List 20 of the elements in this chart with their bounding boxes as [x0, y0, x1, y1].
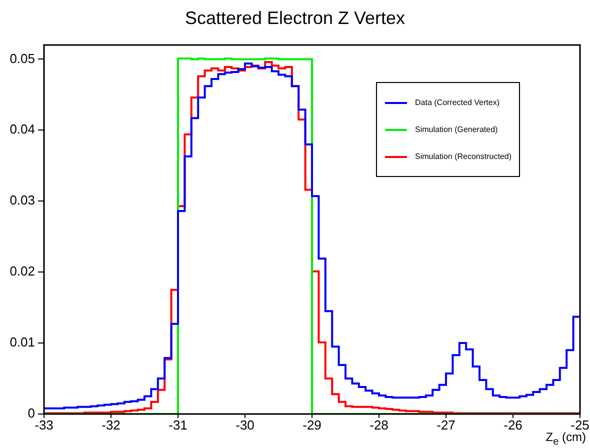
x-axis-title: Z$_{e}$ (cm)	[546, 430, 586, 448]
x-tick-label: -29	[302, 417, 322, 432]
x-tick-label: -31	[168, 417, 188, 432]
x-tick-label: -27	[436, 417, 456, 432]
y-tick-label: 0	[28, 406, 35, 421]
x-tick-label: -33	[34, 417, 54, 432]
x-tick-label: -32	[102, 417, 120, 432]
x-tick-label: -30	[236, 417, 254, 432]
x-tick-label: -26	[504, 417, 522, 432]
y-tick-label: 0.02	[10, 264, 35, 279]
x-tick-label: -28	[370, 417, 388, 432]
y-tick-label: 0.01	[10, 334, 35, 350]
x-tick-label: -25	[570, 417, 590, 432]
y-tick-label: 0.03	[10, 192, 35, 208]
y-tick-label: 0.05	[10, 50, 35, 66]
y-tick-label: 0.04	[10, 122, 35, 137]
legend-label: Simulation (Generated)	[415, 125, 498, 134]
legend-label: Simulation (Reconstructed)	[415, 152, 512, 161]
legend-label: Data (Corrected Vertex)	[415, 98, 500, 107]
chart-title: Scattered Electron Z Vertex	[184, 8, 406, 29]
